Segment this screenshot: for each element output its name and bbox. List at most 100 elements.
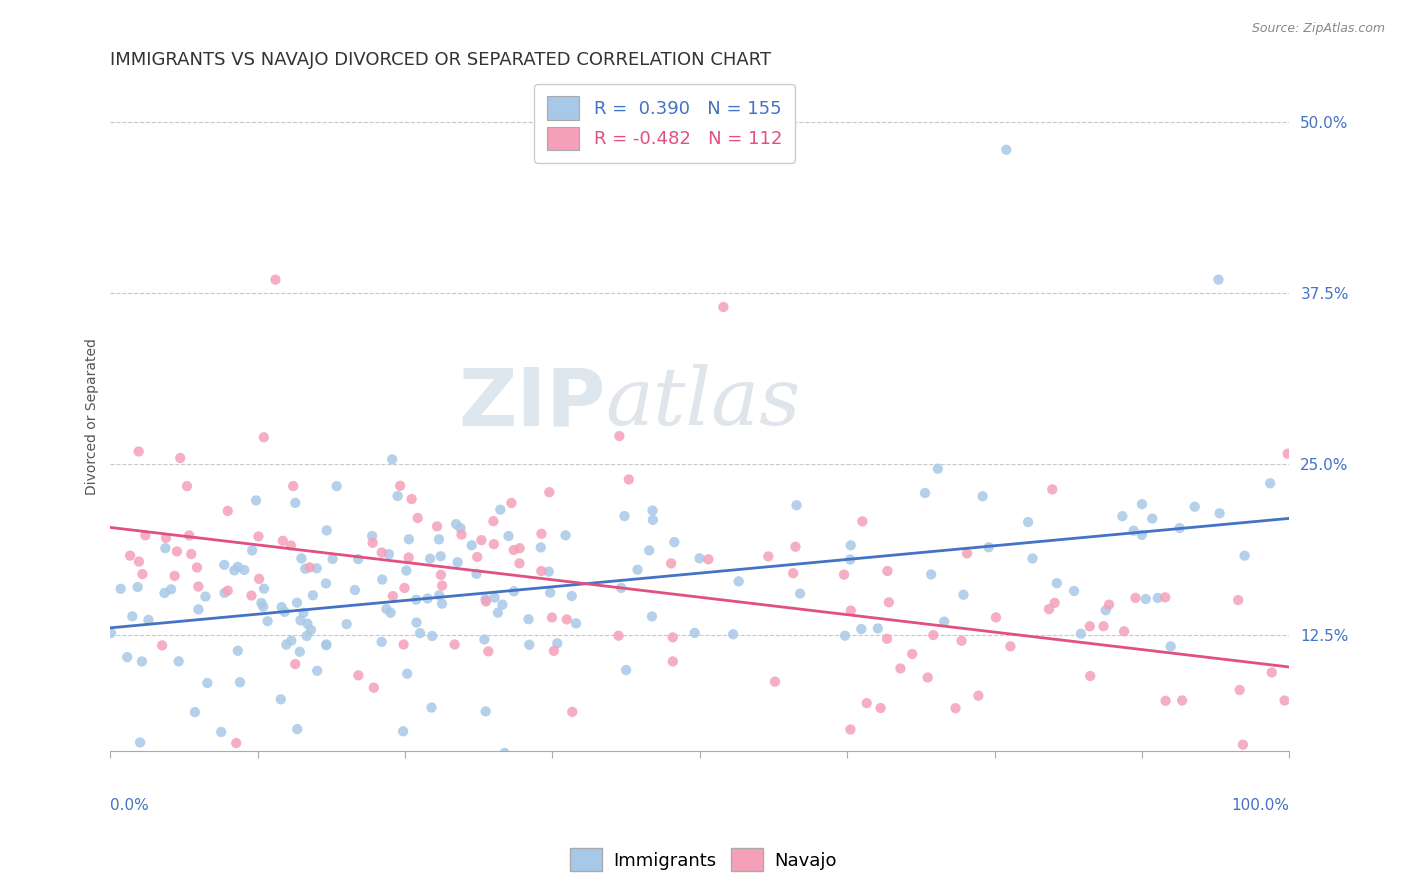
Point (264, 273, 287, 287)
Point (617, 473, 640, 487)
Point (150, 639, 173, 653)
Point (530, 526, 553, 541)
Point (498, 529, 520, 543)
Point (420, 700, 443, 714)
Point (378, 547, 401, 561)
Point (1232, 738, 1254, 752)
Point (128, 444, 150, 458)
Point (430, 579, 453, 593)
Point (977, 541, 1000, 555)
Point (280, 633, 302, 648)
Point (315, 524, 337, 538)
Point (131, 655, 153, 669)
Point (541, 610, 564, 624)
Point (1261, 665, 1284, 680)
Point (465, 549, 488, 564)
Point (394, 581, 416, 595)
Point (1168, 521, 1191, 535)
Point (361, 529, 384, 543)
Point (343, 582, 366, 597)
Point (1017, 515, 1039, 529)
Point (444, 517, 467, 532)
Point (661, 631, 683, 645)
Point (876, 564, 898, 578)
Point (284, 496, 307, 510)
Point (294, 562, 316, 576)
Point (477, 644, 499, 658)
Point (851, 622, 873, 636)
Point (1021, 551, 1043, 566)
Point (711, 300, 734, 314)
Point (380, 606, 402, 620)
Point (226, 559, 249, 574)
Point (537, 565, 560, 579)
Point (475, 594, 498, 608)
Point (965, 780, 987, 795)
Point (381, 452, 404, 467)
Point (995, 143, 1018, 157)
Point (131, 567, 153, 582)
Point (1154, 694, 1177, 708)
Point (250, 596, 273, 610)
Point (889, 661, 911, 675)
Point (290, 551, 312, 566)
Point (1208, 506, 1230, 520)
Point (233, 563, 256, 577)
Point (179, 528, 201, 542)
Point (727, 574, 749, 589)
Point (972, 489, 994, 503)
Point (336, 617, 359, 632)
Point (381, 589, 404, 603)
Point (271, 533, 294, 548)
Point (392, 638, 415, 652)
Point (127, 580, 149, 594)
Point (363, 681, 385, 695)
Point (1227, 593, 1250, 607)
Point (166, 544, 188, 558)
Point (361, 535, 384, 549)
Point (1233, 549, 1256, 563)
Point (952, 588, 974, 602)
Point (416, 591, 439, 606)
Point (1111, 509, 1133, 524)
Point (927, 461, 949, 475)
Point (134, 528, 156, 542)
Point (683, 626, 706, 640)
Point (934, 615, 956, 629)
Point (163, 569, 186, 583)
Point (517, 612, 540, 626)
Point (401, 491, 423, 506)
Point (430, 597, 453, 611)
Point (302, 588, 325, 602)
Point (194, 590, 217, 604)
Point (426, 519, 449, 533)
Point (160, 582, 183, 597)
Point (855, 696, 877, 710)
Point (789, 586, 811, 600)
Point (276, 638, 298, 652)
Point (224, 563, 246, 577)
Point (443, 638, 465, 652)
Point (914, 486, 936, 500)
Point (482, 514, 505, 528)
Point (387, 489, 409, 503)
Point (785, 540, 807, 554)
Point (187, 580, 209, 594)
Point (697, 552, 720, 566)
Point (290, 613, 312, 627)
Point (128, 555, 150, 569)
Point (449, 521, 471, 535)
Point (484, 591, 506, 605)
Point (409, 626, 432, 640)
Point (430, 567, 453, 582)
Point (470, 533, 492, 548)
Point (217, 504, 239, 518)
Point (398, 550, 420, 565)
Point (176, 479, 198, 493)
Point (270, 600, 292, 615)
Point (509, 541, 531, 556)
Point (405, 615, 427, 630)
Point (270, 692, 292, 706)
Point (283, 479, 305, 493)
Point (866, 622, 889, 636)
